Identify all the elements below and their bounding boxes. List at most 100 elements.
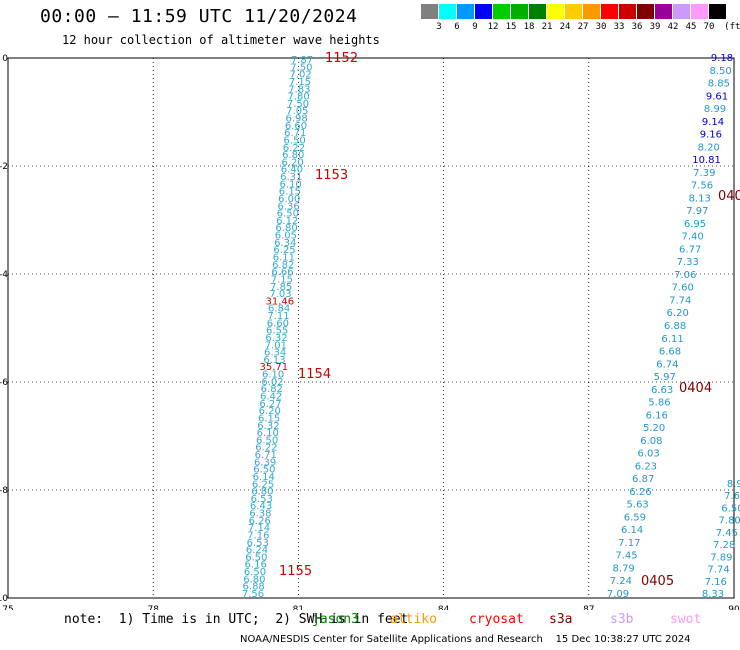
lon-tick-label: 84 xyxy=(438,605,450,610)
swh-value-track-a: 6.71 xyxy=(284,128,306,139)
legend-label: 33 xyxy=(613,22,625,32)
swh-value-track-a: 6.98 xyxy=(285,114,307,125)
swh-value-track-b: 7.74 xyxy=(669,295,691,306)
lat-tick-label: -6 xyxy=(0,378,8,388)
legend-swatch xyxy=(529,4,546,19)
swh-value-track-b: 10.81 xyxy=(692,155,721,166)
swh-value-track-a: 6.80 xyxy=(275,223,297,234)
swh-value-track-a: 7.14 xyxy=(248,523,270,534)
legend-swatch xyxy=(637,4,654,19)
swh-value-track-a: 6.32 xyxy=(257,421,279,432)
swh-value-track-a: 6.22 xyxy=(283,143,305,154)
legend-label: 70 xyxy=(703,22,715,32)
swh-value-track-b: 7.06 xyxy=(674,270,696,281)
swh-value-track-c: 7.60 xyxy=(724,491,740,502)
legend-swatch xyxy=(421,4,438,19)
swh-value-track-a: 6.20 xyxy=(259,406,281,417)
lat-tick-label: 0 xyxy=(2,54,8,64)
legend-label: 12 xyxy=(487,22,499,32)
swh-value-track-b: 6.26 xyxy=(629,487,651,498)
legend-swatch xyxy=(547,4,564,19)
legend-swatch xyxy=(601,4,618,19)
swh-value-track-b: 9.61 xyxy=(706,91,728,102)
swh-value-track-b: 7.56 xyxy=(691,181,713,192)
swh-value-track-a: 6.10 xyxy=(279,179,301,190)
legend-label: 18 xyxy=(523,22,535,32)
swh-value-track-b: 6.68 xyxy=(659,347,681,358)
legend-label: 15 xyxy=(505,22,517,32)
swh-value-track-b: 6.14 xyxy=(621,525,643,536)
swh-value-track-a: 6.53 xyxy=(247,538,269,549)
swh-value-track-a: 6.50 xyxy=(244,567,266,578)
pass-label: 1154 xyxy=(298,367,331,382)
legend-swatch xyxy=(493,4,510,19)
swh-value-track-a: 6.05 xyxy=(275,231,297,242)
swh-value-track-a: 7.15 xyxy=(289,77,311,88)
swh-value-track-b: 6.74 xyxy=(656,359,678,370)
swh-value-track-b: 6.03 xyxy=(638,449,660,460)
footer-note: note: 1) Time is in UTC; 2) SWH is in fe… xyxy=(64,612,409,627)
swh-value-track-b: 6.63 xyxy=(651,385,673,396)
swh-value-track-a: 6.31 xyxy=(280,172,302,183)
swh-value-track-c: 7.80 xyxy=(719,516,740,527)
swh-value-track-a: 6.42 xyxy=(260,391,282,402)
chart-subtitle: 12 hour collection of altimeter wave hei… xyxy=(62,33,380,47)
legend-swatch xyxy=(619,4,636,19)
swh-value-track-b: 9.18 xyxy=(711,53,733,64)
swh-value-track-a: 6.80 xyxy=(243,574,265,585)
swh-value-track-a: 6.50 xyxy=(283,135,305,146)
swh-value-track-b: 6.87 xyxy=(632,474,654,485)
swh-value-track-a: 7.15 xyxy=(271,274,293,285)
legend-swatch xyxy=(511,4,528,19)
satellite-name: s3a xyxy=(549,612,573,627)
swh-value-track-a: 7.83 xyxy=(288,84,310,95)
swh-value-track-a: 6.34 xyxy=(264,348,286,359)
satellite-name: s3b xyxy=(610,612,634,627)
swh-value-track-a: 7.56 xyxy=(242,589,264,600)
swh-value-track-a: 6.50 xyxy=(277,209,299,220)
swh-value-track-a: 6.60 xyxy=(267,318,289,329)
pass-label: 0405 xyxy=(641,574,674,589)
swh-value-track-a: 6.36 xyxy=(277,201,299,212)
swh-value-track-a: 6.40 xyxy=(281,165,303,176)
legend-swatch xyxy=(565,4,582,19)
legend-label: 30 xyxy=(595,22,607,32)
swh-value-track-b: 6.59 xyxy=(624,512,646,523)
legend-label: 45 xyxy=(685,22,697,32)
lon-tick-label: 78 xyxy=(147,605,159,610)
pass-label: 0404 xyxy=(679,381,712,396)
swh-value-track-a: 6.10 xyxy=(257,428,279,439)
legend-swatch xyxy=(439,4,456,19)
swh-value-track-a: 7.50 xyxy=(287,99,309,110)
swh-value-track-b: 5.63 xyxy=(627,500,649,511)
swh-value-track-b: 5.97 xyxy=(654,372,676,383)
swh-value-track-a: 6.88 xyxy=(243,582,265,593)
swh-value-track-a: 7.50 xyxy=(290,62,312,73)
swh-value-track-b: 9.16 xyxy=(700,130,722,141)
swh-value-track-a: 7.02 xyxy=(290,70,312,81)
pass-label: 1155 xyxy=(279,564,312,579)
lon-tick-label: 81 xyxy=(293,605,304,610)
swh-value-track-a: 6.13 xyxy=(263,355,285,366)
legend-unit: (ft) xyxy=(724,22,740,32)
swh-value-track-b: 8.13 xyxy=(689,193,711,204)
satellite-name: jason3 xyxy=(312,612,359,627)
swh-value-track-a: 7.01 xyxy=(265,340,287,351)
swh-value-track-a: 6.00 xyxy=(278,194,300,205)
swh-value-track-a: 6.02 xyxy=(261,377,283,388)
lat-tick-label: -4 xyxy=(0,270,8,280)
map-frame xyxy=(7,57,735,599)
swh-value-track-a: 6.16 xyxy=(245,560,267,571)
swh-value-track-b: 6.77 xyxy=(679,244,701,255)
legend-swatch xyxy=(655,4,672,19)
lon-tick-label: 90 xyxy=(728,605,740,610)
swh-value-track-b: 7.09 xyxy=(607,589,629,600)
swh-value-track-a: 6.60 xyxy=(285,121,307,132)
swh-value-track-c: 6.50 xyxy=(721,503,740,514)
swh-value-track-a: 6.39 xyxy=(254,457,276,468)
swh-value-track-a: 6.25 xyxy=(252,479,274,490)
swh-value-track-b: 6.20 xyxy=(667,308,689,319)
swh-value-track-b: 8.20 xyxy=(698,142,720,153)
swh-value-track-a: 6.50 xyxy=(253,465,275,476)
swh-value-track-b: 7.40 xyxy=(681,232,703,243)
